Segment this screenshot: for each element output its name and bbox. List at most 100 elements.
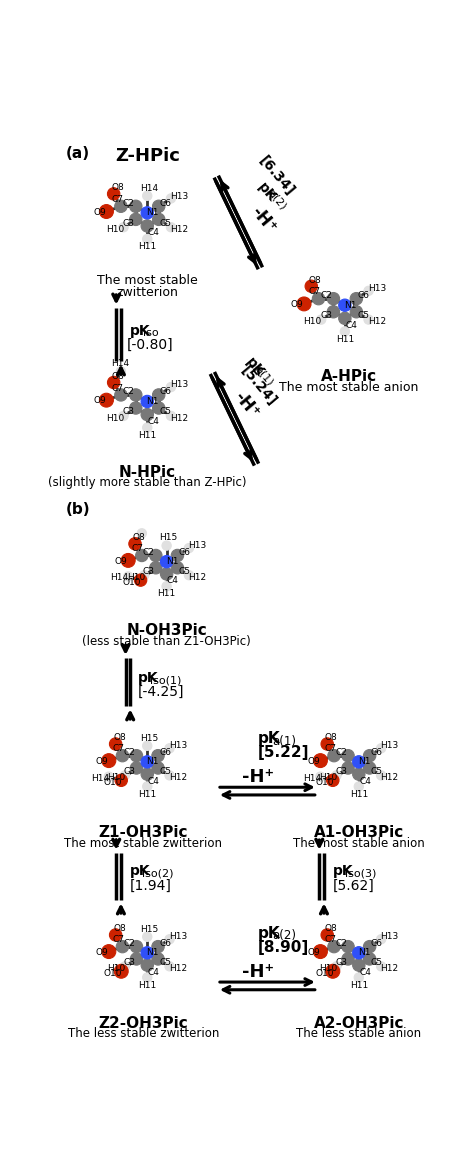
Circle shape — [377, 961, 386, 971]
Circle shape — [104, 772, 113, 781]
Text: O9: O9 — [93, 208, 106, 217]
Text: C4: C4 — [167, 576, 179, 585]
Circle shape — [332, 961, 341, 971]
Text: N1: N1 — [344, 300, 357, 310]
Circle shape — [342, 953, 354, 965]
Circle shape — [107, 376, 120, 389]
Text: -H⁺: -H⁺ — [247, 204, 280, 237]
Circle shape — [166, 411, 176, 420]
Text: C2: C2 — [124, 748, 135, 757]
Circle shape — [107, 187, 120, 200]
Circle shape — [184, 544, 193, 553]
Circle shape — [152, 750, 164, 762]
Text: O9: O9 — [115, 556, 127, 566]
Circle shape — [339, 312, 351, 325]
Circle shape — [350, 292, 363, 305]
Text: a(2): a(2) — [272, 929, 296, 943]
Text: H10: H10 — [106, 225, 124, 234]
Text: H14: H14 — [111, 360, 129, 368]
Text: C2: C2 — [320, 291, 332, 300]
Text: C3: C3 — [335, 958, 347, 967]
Text: H12: H12 — [169, 773, 187, 782]
Circle shape — [165, 935, 174, 944]
Text: N1: N1 — [146, 949, 159, 957]
Text: C2: C2 — [335, 748, 347, 757]
Text: O8: O8 — [325, 733, 338, 743]
Circle shape — [109, 738, 122, 750]
Text: H13: H13 — [380, 932, 399, 942]
Circle shape — [136, 549, 148, 562]
Text: O8: O8 — [113, 733, 126, 743]
Circle shape — [171, 549, 184, 562]
Text: H12: H12 — [381, 773, 399, 782]
Circle shape — [326, 964, 340, 978]
Circle shape — [130, 762, 143, 774]
Text: H10: H10 — [319, 773, 337, 782]
Circle shape — [153, 389, 165, 402]
Text: O10: O10 — [315, 778, 333, 787]
Text: a(1): a(1) — [253, 363, 276, 388]
Text: H10: H10 — [126, 573, 145, 582]
Text: (b): (b) — [66, 502, 91, 517]
Text: C3: C3 — [124, 767, 135, 776]
Text: The most stable zwitterion: The most stable zwitterion — [64, 837, 222, 850]
Circle shape — [312, 292, 325, 305]
Text: H11: H11 — [350, 789, 368, 799]
Text: C5: C5 — [159, 958, 171, 967]
Circle shape — [109, 929, 122, 942]
Text: [6.34]: [6.34] — [256, 154, 297, 199]
Text: H13: H13 — [170, 381, 189, 389]
Text: C4: C4 — [147, 228, 159, 237]
Circle shape — [328, 750, 340, 762]
Circle shape — [354, 973, 364, 982]
Text: C6: C6 — [357, 291, 369, 300]
Circle shape — [332, 771, 341, 780]
Circle shape — [141, 755, 153, 768]
Circle shape — [327, 306, 339, 318]
Circle shape — [141, 768, 153, 780]
Circle shape — [140, 570, 149, 580]
Text: H15: H15 — [159, 533, 177, 542]
Text: C5: C5 — [159, 219, 172, 228]
Circle shape — [364, 762, 376, 774]
Text: O8: O8 — [309, 276, 321, 284]
Text: H10: H10 — [107, 964, 126, 973]
Text: H14: H14 — [91, 774, 109, 782]
Text: C3: C3 — [123, 407, 135, 417]
Circle shape — [143, 932, 152, 942]
Text: C5: C5 — [159, 767, 171, 776]
Text: O10: O10 — [103, 970, 122, 978]
Circle shape — [121, 553, 135, 567]
Text: C7: C7 — [309, 288, 321, 297]
Text: N-OH3Pic: N-OH3Pic — [126, 623, 207, 638]
Text: N1: N1 — [166, 558, 178, 566]
Text: (less stable than Z1-OH3Pic): (less stable than Z1-OH3Pic) — [82, 634, 251, 648]
Text: Z-HPic: Z-HPic — [115, 148, 179, 165]
Text: O9: O9 — [95, 757, 108, 766]
Text: -H⁺: -H⁺ — [242, 963, 274, 981]
Circle shape — [364, 286, 373, 296]
Circle shape — [150, 549, 162, 562]
Circle shape — [305, 281, 318, 292]
Text: H13: H13 — [170, 192, 189, 200]
Text: H14: H14 — [303, 774, 321, 782]
Circle shape — [166, 222, 176, 232]
Text: C6: C6 — [159, 199, 172, 207]
Text: C6: C6 — [179, 548, 190, 556]
Circle shape — [116, 941, 129, 953]
Circle shape — [327, 292, 339, 305]
Circle shape — [364, 750, 376, 762]
Circle shape — [119, 411, 128, 420]
Text: O9: O9 — [291, 300, 304, 310]
Circle shape — [130, 200, 142, 213]
Circle shape — [130, 389, 142, 402]
Circle shape — [171, 562, 184, 574]
Circle shape — [160, 555, 173, 568]
Text: iso(2): iso(2) — [142, 868, 173, 879]
Text: C2: C2 — [124, 939, 135, 947]
Text: C2: C2 — [123, 388, 135, 397]
Text: H12: H12 — [368, 318, 386, 326]
Circle shape — [166, 194, 176, 203]
Text: Z2-OH3Pic: Z2-OH3Pic — [99, 1016, 188, 1031]
Text: N1: N1 — [146, 397, 159, 406]
